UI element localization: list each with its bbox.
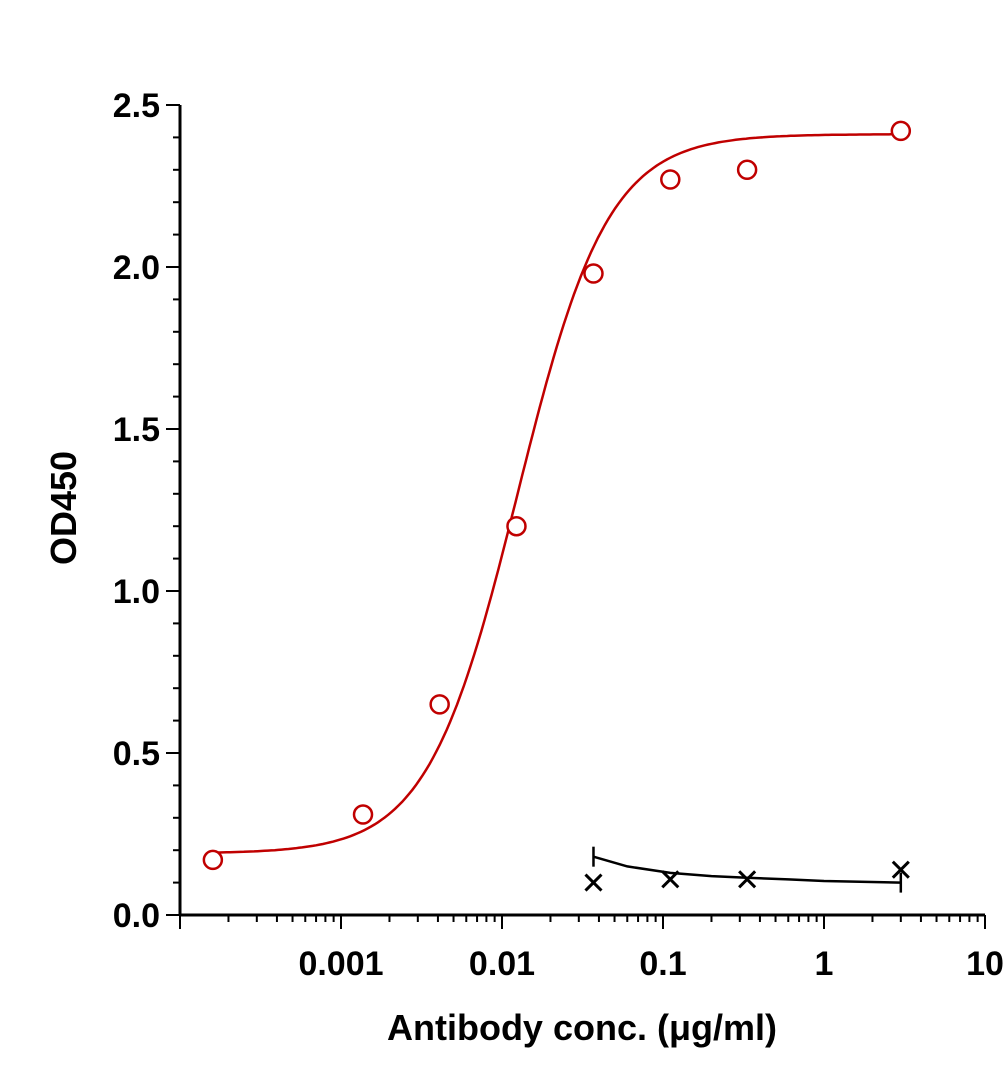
x-axis-title: Antibody conc. (μg/ml) [387, 1007, 777, 1048]
data-point [583, 263, 604, 284]
data-point [660, 169, 681, 190]
y-tick-label: 2.5 [113, 87, 160, 125]
data-point [890, 120, 912, 142]
data-point [429, 694, 450, 715]
data-point [202, 849, 224, 871]
axes: 0.0 0.5 1.0 1.5 2.0 2.5 0.001 0.01 0.1 1 10 [113, 87, 1004, 983]
x-marker-stroke [738, 870, 757, 889]
x-tick-label: 1 [815, 945, 834, 983]
data-point [661, 870, 680, 889]
y-tick-label: 1.0 [113, 573, 160, 611]
x-marker-stroke [584, 873, 603, 892]
y-axis-title: OD450 [43, 451, 84, 565]
y-tick-label: 1.5 [113, 411, 160, 449]
data-point [584, 873, 603, 892]
data-point [352, 804, 374, 825]
fit-curves [212, 133, 903, 893]
data-point [738, 870, 757, 889]
data-markers [202, 120, 912, 892]
y-tick-label: 2.0 [113, 249, 160, 287]
y-tick-label: 0.5 [113, 735, 160, 773]
data-point [891, 860, 910, 879]
data-point [506, 515, 527, 537]
y-tick-label: 0.0 [113, 897, 160, 935]
x-tick-label: 0.1 [639, 945, 686, 983]
fit-curve-1 [593, 855, 901, 884]
fit-curve-0 [212, 133, 901, 854]
x-marker-stroke [661, 870, 680, 889]
x-marker-stroke [891, 860, 910, 879]
x-tick-label: 0.01 [469, 945, 535, 983]
x-tick-label: 0.001 [298, 945, 383, 983]
data-point [736, 159, 758, 181]
x-tick-label: 10 [966, 945, 1004, 983]
